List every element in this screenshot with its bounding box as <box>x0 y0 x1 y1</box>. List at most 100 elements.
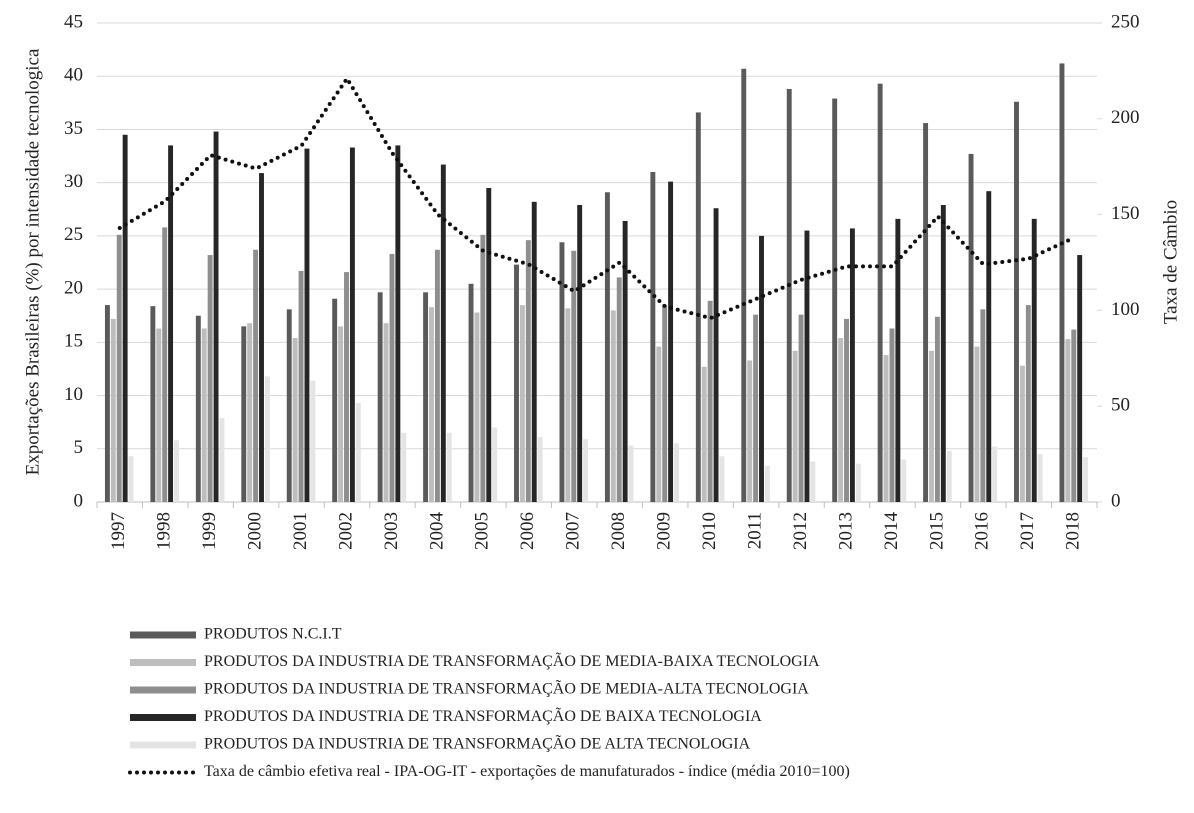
x-tick-label: 2007 <box>563 512 584 550</box>
bar <box>901 459 907 502</box>
bar <box>474 312 480 502</box>
bar <box>628 445 634 502</box>
y-tick-label: 5 <box>74 437 84 458</box>
x-tick-label: 2009 <box>654 512 675 550</box>
bar <box>162 227 168 502</box>
bar <box>1019 365 1025 502</box>
bar <box>1037 454 1043 502</box>
bar <box>565 308 571 502</box>
bar <box>259 173 264 502</box>
bar <box>349 147 355 503</box>
bar <box>116 234 122 502</box>
y-tick-label: 15 <box>64 331 83 352</box>
bar <box>923 123 929 503</box>
y-tick-label: 40 <box>64 65 83 86</box>
bar <box>610 310 616 502</box>
bar <box>674 443 679 502</box>
x-tick-label: 2003 <box>381 512 402 550</box>
bar <box>855 463 861 502</box>
x-tick-label: 2000 <box>244 512 265 550</box>
x-tick-label: 1998 <box>154 512 175 550</box>
bar <box>946 450 952 502</box>
y2-tick-label: 0 <box>1111 490 1121 511</box>
y2-tick-label: 100 <box>1111 299 1140 320</box>
bar <box>201 328 207 502</box>
x-tick-label: 2017 <box>1017 512 1038 550</box>
x-tick-label: 2005 <box>472 512 493 550</box>
bar <box>974 346 980 502</box>
bar <box>156 328 162 502</box>
x-tick-label: 2012 <box>790 512 811 550</box>
bar <box>786 88 792 503</box>
bar <box>1031 218 1037 502</box>
x-tick-label: 2018 <box>1063 512 1084 550</box>
x-tick-label: 1997 <box>108 512 129 550</box>
bar <box>844 318 849 502</box>
y-tick-label: 45 <box>64 11 83 32</box>
bar <box>622 220 628 502</box>
bar <box>571 250 577 502</box>
bar <box>264 376 270 502</box>
bar <box>434 249 440 502</box>
y-tick-label: 30 <box>64 171 83 192</box>
bar <box>219 417 225 502</box>
bar <box>668 181 674 502</box>
bar <box>656 346 662 502</box>
bar <box>968 153 974 502</box>
bar <box>110 318 116 502</box>
bar <box>423 292 429 502</box>
bar <box>310 380 316 502</box>
bar <box>1065 339 1071 502</box>
y-tick-label: 25 <box>64 224 83 245</box>
line-series <box>117 74 1077 321</box>
bar <box>525 240 531 502</box>
bar <box>401 432 407 502</box>
bar <box>286 309 292 502</box>
bar <box>604 192 610 502</box>
bar <box>207 255 213 502</box>
legend-label: PRODUTOS DA INDUSTRIA DE TRANSFORMAÇÃO D… <box>204 680 809 698</box>
legend-label: PRODUTOS DA INDUSTRIA DE TRANSFORMAÇÃO D… <box>204 652 820 670</box>
bar <box>1059 63 1065 503</box>
bar <box>241 326 247 502</box>
bar <box>122 134 128 502</box>
bar <box>934 316 940 502</box>
x-tick-label: 1999 <box>199 512 220 550</box>
legend-label: PRODUTOS N.C.I.T <box>204 626 342 643</box>
bar <box>514 264 519 502</box>
bar <box>531 201 537 502</box>
bar <box>980 309 986 502</box>
bar <box>719 456 725 502</box>
bar <box>747 360 753 502</box>
bar <box>537 437 543 502</box>
bar <box>764 465 770 502</box>
y2-tick-label: 200 <box>1111 107 1140 128</box>
x-tick-label: 2011 <box>744 512 765 549</box>
bar <box>104 305 110 502</box>
x-tick-label: 2014 <box>881 512 902 551</box>
bar <box>213 131 219 502</box>
bar <box>355 403 361 502</box>
bar <box>446 432 452 502</box>
bar <box>440 164 446 502</box>
x-tick-label: 2006 <box>517 512 538 550</box>
bar <box>1014 101 1019 502</box>
bar <box>486 187 492 502</box>
bar <box>713 208 719 503</box>
legend-label: PRODUTOS DA INDUSTRIA DE TRANSFORMAÇÃO D… <box>204 707 762 725</box>
y2-tick-label: 150 <box>1111 203 1140 224</box>
bar <box>838 338 844 502</box>
bar <box>849 228 855 502</box>
bar <box>559 242 565 502</box>
bar <box>253 249 259 502</box>
bar <box>395 145 401 502</box>
bar <box>150 306 156 502</box>
legend: PRODUTOS N.C.I.T PRODUTOS DA INDUSTRIA DE… <box>128 626 850 780</box>
y2-tick-label: 250 <box>1111 11 1140 32</box>
legend-label: PRODUTOS DA INDUSTRIA DE TRANSFORMAÇÃO D… <box>204 735 751 753</box>
x-tick-label: 2001 <box>290 512 311 550</box>
bar <box>701 366 707 502</box>
bar <box>168 145 174 502</box>
x-tick-label: 2013 <box>835 512 856 550</box>
bar <box>389 253 395 502</box>
